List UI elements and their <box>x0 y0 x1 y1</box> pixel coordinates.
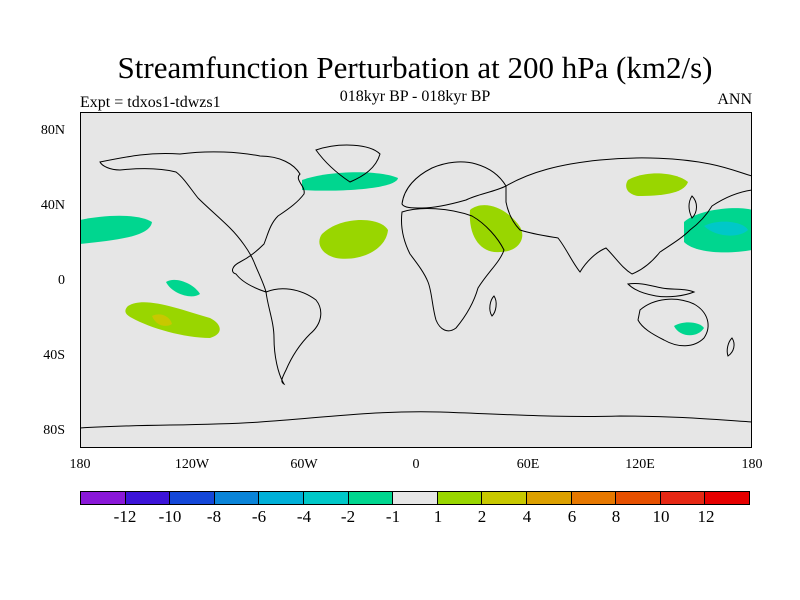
colorbar-label-1: -10 <box>158 507 182 526</box>
lon-label-0: 0 <box>412 457 420 472</box>
east-australia-anomaly <box>674 322 704 336</box>
south-pacific-core <box>152 314 172 326</box>
colorbar-swatch-6 <box>348 492 394 504</box>
lat-label-80s: 80S <box>43 423 65 438</box>
colorbar-label-13: 12 <box>697 507 715 526</box>
colorbar-label-2: -8 <box>206 507 222 526</box>
coast-indonesia <box>626 283 696 298</box>
lat-label-40s: 40S <box>43 348 65 363</box>
colorbar-swatch-2 <box>170 492 215 504</box>
anomaly-fields <box>80 172 752 338</box>
experiment-label: Expt = tdxos1-tdwzs1 <box>80 94 221 111</box>
coast-north-america <box>99 151 305 293</box>
nw-pacific-core <box>704 221 748 236</box>
ocean-background <box>80 112 752 448</box>
colorbar-swatch-10 <box>526 492 572 504</box>
coast-antarctica <box>80 411 752 429</box>
coast-madagascar <box>489 295 497 317</box>
coast-south-america <box>265 288 322 386</box>
colorbar-swatch-11 <box>571 492 617 504</box>
colorbar-swatch-13 <box>660 492 706 504</box>
eq-pacific-anomaly <box>166 279 200 297</box>
lat-label-40n: 40N <box>40 198 65 213</box>
lon-label-60e: 60E <box>516 457 540 472</box>
colorbar-swatch-14 <box>705 492 749 504</box>
lon-label-60w: 60W <box>290 457 318 472</box>
coast-greenland <box>315 144 381 183</box>
lon-label-120e: 120E <box>625 457 655 472</box>
coast-asia <box>505 157 752 275</box>
lon-label-120w: 120W <box>174 457 210 472</box>
lon-label-180e: 180 <box>741 457 763 472</box>
colorbar-label-10: 6 <box>567 507 577 526</box>
map-frame <box>80 112 752 448</box>
colorbar <box>80 491 750 505</box>
south-pacific-anomaly <box>125 302 220 338</box>
colorbar-swatch-0 <box>81 492 126 504</box>
lon-label-180w: 180 <box>69 457 91 472</box>
colorbar-swatch-12 <box>616 492 661 504</box>
coast-australia <box>637 298 709 347</box>
colorbar-swatch-9 <box>482 492 527 504</box>
coast-new-zealand <box>726 337 735 357</box>
colorbar-label-9: 4 <box>522 507 532 526</box>
lat-label-0: 0 <box>58 273 65 288</box>
colorbar-swatch-1 <box>125 492 171 504</box>
coastlines <box>80 144 752 429</box>
plot-subtitle: 018kyr BP - 018kyr BP <box>339 88 491 105</box>
colorbar-swatch-3 <box>214 492 260 504</box>
colorbar-label-7: 1 <box>433 507 443 526</box>
central-atlantic-anomaly <box>319 219 388 259</box>
lat-label-80n: 80N <box>40 123 65 138</box>
arabia-anomaly <box>469 205 523 253</box>
coast-africa <box>401 208 505 332</box>
ne-asia-anomaly <box>626 173 688 196</box>
colorbar-swatch-8 <box>437 492 483 504</box>
colorbar-label-4: -4 <box>296 507 312 526</box>
colorbar-label-0: -12 <box>113 507 137 526</box>
world-map <box>80 112 752 448</box>
colorbar-label-11: 8 <box>611 507 621 526</box>
colorbar-label-5: -2 <box>340 507 356 526</box>
colorbar-swatch-7 <box>393 492 438 504</box>
colorbar-label-6: -1 <box>385 507 401 526</box>
colorbar-label-12: 10 <box>652 507 670 526</box>
ne-pacific-anomaly <box>80 215 152 244</box>
coast-japan <box>688 195 697 219</box>
colorbar-label-8: 2 <box>477 507 487 526</box>
colorbar-label-3: -6 <box>251 507 267 526</box>
colorbar-swatch-4 <box>259 492 304 504</box>
season-label: ANN <box>717 91 752 108</box>
colorbar-swatch-5 <box>303 492 349 504</box>
plot-title: Streamfunction Perturbation at 200 hPa (… <box>117 50 713 85</box>
